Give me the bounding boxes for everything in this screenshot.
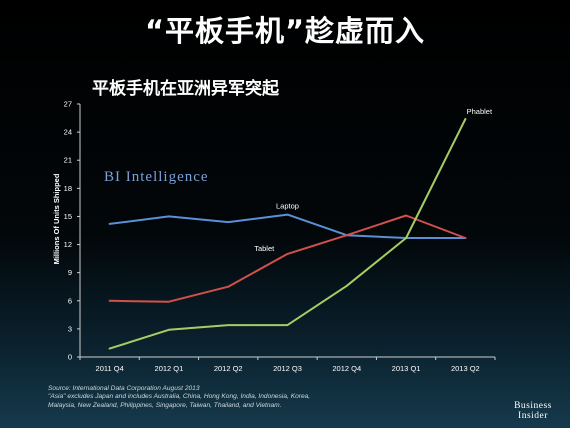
y-tick-label: 12: [64, 240, 72, 249]
bi-intelligence-watermark: BI Intelligence: [104, 169, 209, 185]
slide-title: “平板手机”趁虚而入: [144, 14, 426, 48]
source-line: Source: International Data Corporation A…: [48, 385, 200, 392]
logo-line: Business: [514, 401, 552, 411]
business-insider-logo: Business Insider: [503, 401, 563, 421]
logo-line: Insider: [518, 411, 548, 421]
series-line-phablet: [108, 118, 467, 350]
y-tick-label: 6: [68, 296, 72, 305]
chart-axes: [77, 103, 496, 360]
source-line: Malaysia, New Zealand, Philippines, Sing…: [48, 401, 282, 409]
x-tick-label: 2013 Q2: [451, 364, 480, 373]
x-tick-label: 2011 Q4: [96, 364, 124, 373]
chart-series: [108, 118, 467, 350]
y-tick-label: 3: [68, 324, 72, 333]
y-tick-label: 9: [68, 268, 72, 277]
y-tick-label: 21: [64, 156, 72, 165]
y-tick-label: 15: [64, 212, 72, 221]
y-tick-label: 18: [64, 184, 72, 193]
chart-title: 平板手机在亚洲异军突起: [92, 79, 279, 99]
x-tick-label: 2012 Q4: [332, 364, 361, 373]
source-note: Source: International Data Corporation A…: [48, 385, 378, 410]
series-line-tablet: [108, 214, 467, 303]
y-axis-label: Millions Of Units Shipped: [52, 173, 61, 264]
x-tick-label: 2012 Q1: [155, 364, 184, 373]
series-label-tablet: Tablet: [254, 244, 275, 253]
y-tick-label: 24: [64, 128, 72, 137]
series-label-laptop: Laptop: [276, 202, 299, 211]
source-line: "Asia" excludes Japan and includes Austr…: [48, 393, 311, 401]
y-tick-label: 27: [64, 100, 72, 109]
chart-labels: 0 3 6 9 12 15 18 21 24 27 2011 Q4 2012 Q1 2012 Q2 201…: [64, 100, 493, 374]
x-tick-label: 2013 Q1: [392, 364, 421, 373]
x-tick-label: 2012 Q2: [214, 364, 243, 373]
series-label-phablet: Phablet: [467, 107, 493, 116]
y-tick-label: 0: [68, 353, 72, 362]
x-tick-label: 2012 Q3: [273, 364, 302, 373]
